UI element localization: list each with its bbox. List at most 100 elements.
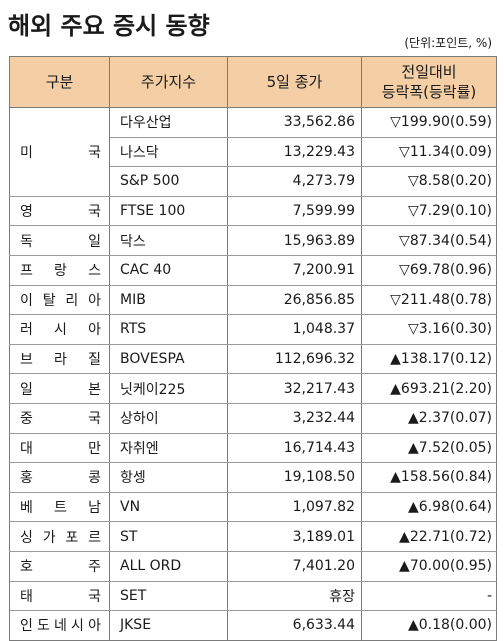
header-change: 전일대비 등락폭(등락률) [361, 56, 497, 108]
unit-note: (단위:포인트, %) [404, 36, 492, 50]
index-name-cell: 다우산업 [109, 107, 228, 138]
index-name-cell: 닛케이225 [109, 373, 228, 404]
change-value-cell: - [361, 580, 497, 612]
close-value-cell: 16,714.43 [227, 432, 362, 464]
close-value-cell: 1,048.37 [227, 314, 362, 345]
header-category: 구분 [9, 56, 110, 108]
change-value-cell: ▲0.18(0.00) [361, 610, 497, 641]
close-value-cell: 15,963.89 [227, 225, 362, 256]
table-row: 싱 가 포 르 ST 3,189.01 ▲22.71(0.72) [9, 521, 497, 552]
close-value-cell: 4,273.79 [227, 166, 362, 197]
table-row: 인 도 네 시 아 JKSE 6,633.44 ▲0.18(0.00) [9, 610, 497, 641]
change-value-cell: ▽3.16(0.30) [361, 314, 497, 345]
change-value-cell: ▲70.00(0.95) [361, 550, 497, 582]
change-value-cell: ▽211.48(0.78) [361, 284, 497, 316]
index-name-cell: SET [109, 580, 228, 612]
table-row: 홍 콩 항셍 19,108.50 ▲158.56(0.84) [9, 462, 497, 493]
header-change-line2: 등락폭(등락률) [381, 83, 477, 101]
change-value-cell: ▽199.90(0.59) [361, 107, 497, 138]
index-name-cell: 닥스 [109, 225, 228, 256]
table-row: S&P 500 4,273.79 ▽8.58(0.20) [10, 166, 497, 197]
change-value-cell: ▽11.34(0.09) [361, 136, 497, 168]
page-title: 해외 주요 증시 동향 [8, 12, 210, 40]
close-value-cell: 26,856.85 [227, 284, 362, 316]
change-value-cell: ▽87.34(0.54) [361, 225, 497, 256]
table-row: 베 트 남 VN 1,097.82 ▲6.98(0.64) [9, 491, 497, 523]
close-value-cell: 7,599.99 [227, 195, 362, 227]
table-row: 대 만 자취엔 16,714.43 ▲7.52(0.05) [9, 432, 497, 464]
index-name-cell: 상하이 [109, 402, 228, 434]
index-name-cell: ALL ORD [109, 550, 228, 582]
change-value-cell: ▽7.29(0.10) [361, 195, 497, 227]
close-value-cell: 19,108.50 [227, 462, 362, 493]
index-name-cell: 항셍 [109, 462, 228, 493]
change-value-cell: ▲2.37(0.07) [361, 402, 497, 434]
close-value-cell: 7,401.20 [227, 550, 362, 582]
header-index: 주가지수 [109, 56, 228, 108]
index-name-cell: 자취엔 [109, 432, 228, 464]
close-value-cell: 13,229.43 [227, 136, 362, 168]
close-value-cell: 휴장 [227, 580, 362, 612]
index-name-cell: JKSE [109, 610, 228, 641]
table-row: 중 국 상하이 3,232.44 ▲2.37(0.07) [9, 402, 497, 434]
index-name-cell: BOVESPA [109, 343, 228, 375]
index-name-cell: FTSE 100 [109, 195, 228, 227]
close-value-cell: 33,562.86 [227, 107, 362, 138]
close-value-cell: 112,696.32 [227, 343, 362, 375]
change-value-cell: ▽69.78(0.96) [361, 254, 497, 286]
index-name-cell: 나스닥 [109, 136, 228, 168]
change-value-cell: ▲6.98(0.64) [361, 491, 497, 523]
change-value-cell: ▲138.17(0.12) [361, 343, 497, 375]
table-body: 미 국 다우산업 33,562.86 ▽199.90(0.59) 나스닥 13,229.43… [9, 107, 497, 641]
table-row: 영 국 FTSE 100 7,599.99 ▽7.29(0.10) [9, 195, 497, 227]
change-value-cell: ▲22.71(0.72) [361, 521, 497, 552]
header-change-line1: 전일대비 [401, 63, 457, 81]
table-row: 독 일 닥스 15,963.89 ▽87.34(0.54) [9, 225, 497, 256]
close-value-cell: 32,217.43 [227, 373, 362, 404]
table-row: 브 라 질 BOVESPA 112,696.32 ▲138.17(0.12) [9, 343, 497, 375]
close-value-cell: 3,232.44 [227, 402, 362, 434]
table-header-row: 구분 주가지수 5일 종가 전일대비 등락폭(등락률) [9, 56, 497, 108]
table-row: 미 국 다우산업 33,562.86 ▽199.90(0.59) [9, 107, 497, 197]
change-value-cell: ▲693.21(2.20) [361, 373, 497, 404]
change-value-cell: ▽8.58(0.20) [361, 166, 497, 197]
table-row: 이 탈 리 아 MIB 26,856.85 ▽211.48(0.78) [9, 284, 497, 316]
change-value-cell: ▲158.56(0.84) [361, 462, 497, 493]
close-value-cell: 6,633.44 [227, 610, 362, 641]
table-row: 태 국 SET 휴장 - [9, 580, 497, 612]
close-value-cell: 7,200.91 [227, 254, 362, 286]
index-name-cell: CAC 40 [109, 254, 228, 286]
index-name-cell: MIB [109, 284, 228, 316]
close-value-cell: 3,189.01 [227, 521, 362, 552]
index-name-cell: S&P 500 [109, 166, 228, 197]
table-row: 러 시 아 RTS 1,048.37 ▽3.16(0.30) [9, 314, 497, 345]
index-name-cell: RTS [109, 314, 228, 345]
table-row: 호 주 ALL ORD 7,401.20 ▲70.00(0.95) [9, 550, 497, 582]
